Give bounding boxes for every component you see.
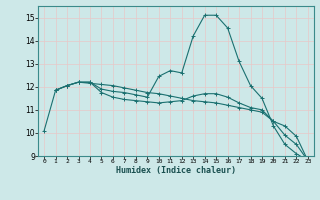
- X-axis label: Humidex (Indice chaleur): Humidex (Indice chaleur): [116, 166, 236, 175]
